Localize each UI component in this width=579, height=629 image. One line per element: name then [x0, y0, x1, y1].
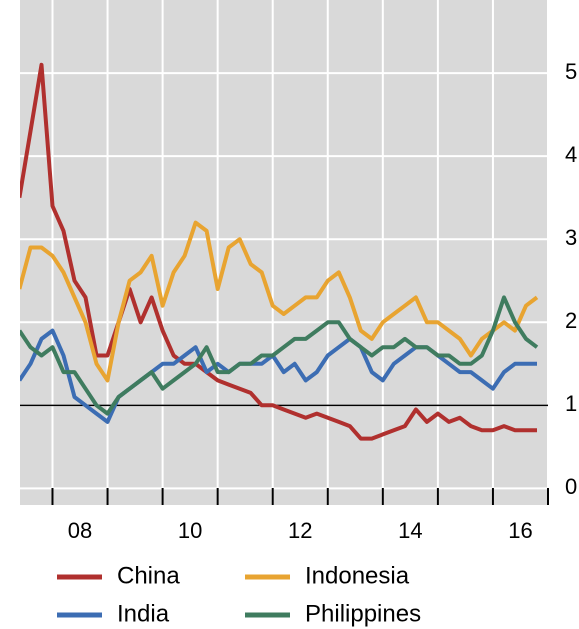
x-tick-label: 16	[508, 518, 532, 543]
line-series	[17, 62, 537, 441]
x-tick-label: 12	[288, 518, 312, 543]
line-series	[17, 295, 539, 416]
x-tick-label: 08	[68, 518, 92, 543]
y-tick-label: 3	[565, 225, 577, 250]
legend-label: Philippines	[305, 600, 421, 627]
line-series	[17, 328, 537, 424]
y-tick-label: 0	[565, 474, 577, 499]
legend-label: India	[117, 600, 170, 627]
frame-cover	[0, 0, 20, 505]
y-tick-label: 1	[565, 391, 577, 416]
legend-label: Indonesia	[305, 562, 410, 589]
x-tick-label: 10	[178, 518, 202, 543]
x-tick-label: 14	[398, 518, 422, 543]
y-tick-label: 2	[565, 308, 577, 333]
y-tick-label: 5	[565, 59, 577, 84]
plot-background	[20, 0, 548, 505]
y-tick-label: 4	[565, 142, 577, 167]
line-series	[17, 220, 539, 383]
legend-label: China	[117, 562, 180, 589]
